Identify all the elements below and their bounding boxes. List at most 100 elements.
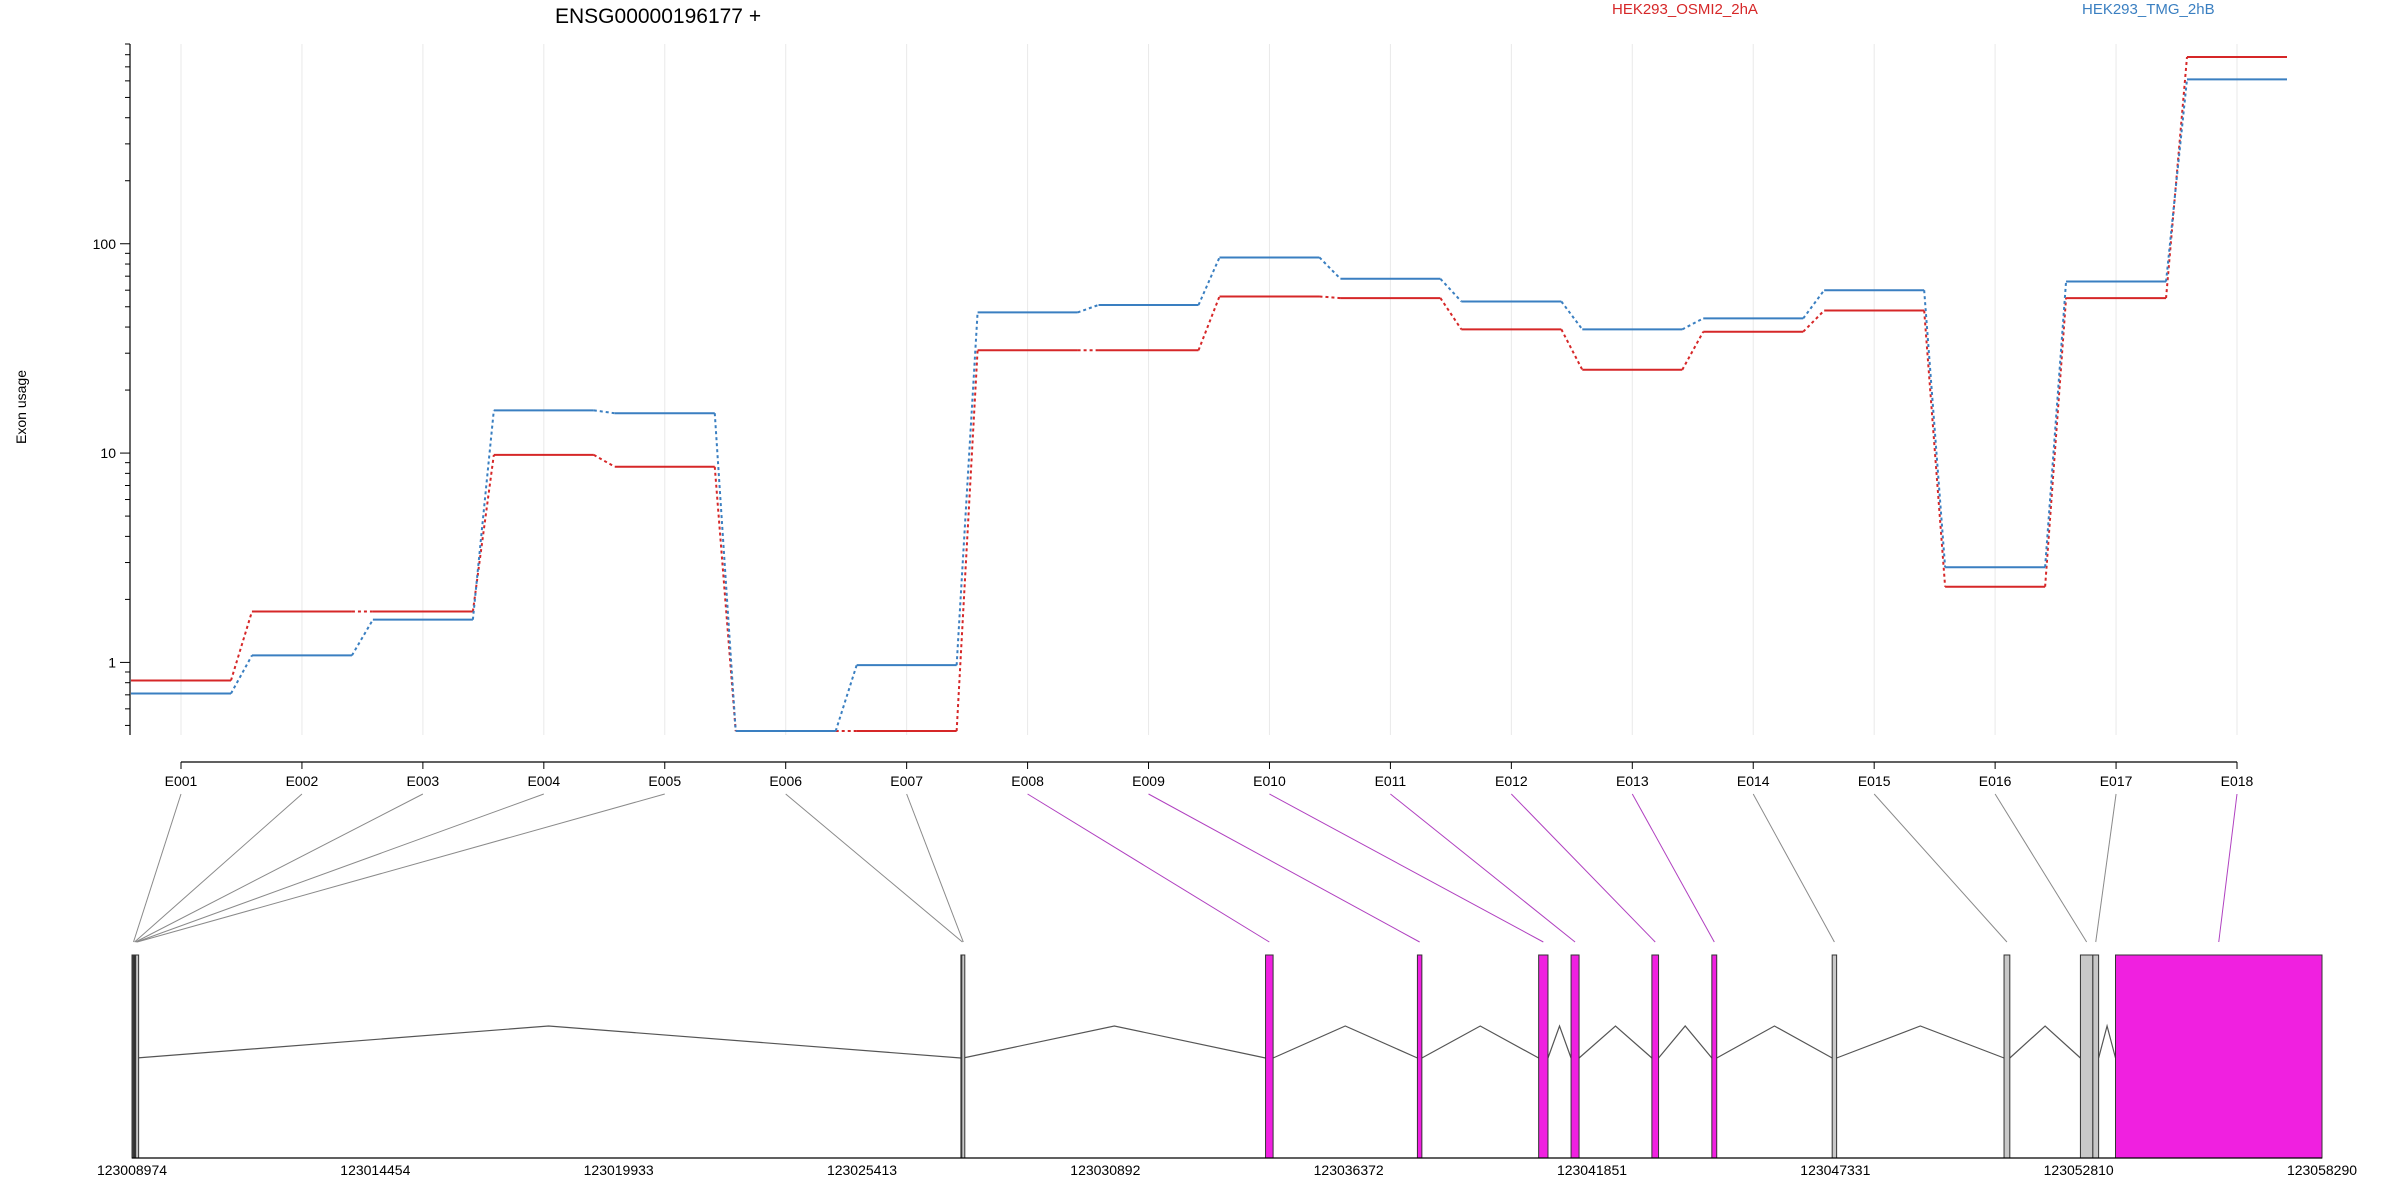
- series-0-connector: [1197, 296, 1221, 351]
- connector-e013: [1631, 793, 1715, 943]
- series-0-connector: [1802, 309, 1825, 333]
- legend-entry-series-0: HEK293_OSMI2_2hA: [1612, 1, 1758, 18]
- x-tick-label-e005: E005: [648, 773, 681, 789]
- connector-e003: [135, 793, 424, 943]
- exon-block-e017: [2092, 954, 2100, 1159]
- series-1-connector: [230, 654, 253, 695]
- x-tick-label-e002: E002: [286, 773, 319, 789]
- connector-e001: [133, 793, 182, 943]
- connector-e002: [134, 793, 303, 943]
- x-tick-label-e009: E009: [1132, 773, 1165, 789]
- intron-5: [1547, 1024, 1572, 1059]
- intron-7: [1658, 1025, 1713, 1059]
- y-tick-label: 100: [93, 236, 117, 252]
- connector-e005: [137, 793, 665, 943]
- series-1-connector: [1923, 290, 1947, 568]
- series-0-connector: [713, 466, 737, 732]
- connector-e016: [1994, 793, 2088, 943]
- x-tick-label-e003: E003: [407, 773, 440, 789]
- coordinate-label: 123047331: [1800, 1162, 1870, 1178]
- connector-e018: [2218, 793, 2238, 943]
- series-1-connector: [1439, 278, 1463, 303]
- exon-block-e005: [135, 954, 140, 1159]
- x-tick-label-e004: E004: [527, 773, 560, 789]
- vertical-grid: [180, 44, 2238, 735]
- y-axis: 1 10 100: [93, 43, 131, 735]
- coordinate-label: 123036372: [1314, 1162, 1384, 1178]
- intron-1: [136, 1025, 961, 1059]
- connector-e006: [785, 793, 963, 943]
- series-0-connector: [2044, 298, 2068, 587]
- connector-e007: [906, 793, 964, 943]
- x-tick-label-e008: E008: [1011, 773, 1044, 789]
- exon-block-e008: [1265, 954, 1274, 1159]
- series-0-connector: [1923, 310, 1947, 587]
- connector-e004: [136, 793, 544, 943]
- connector-e017: [2095, 793, 2117, 943]
- series-0-connector: [1560, 328, 1584, 371]
- connector-e011: [1390, 793, 1576, 943]
- series-1-line: [131, 78, 2287, 733]
- coordinate-label: 123014454: [340, 1162, 410, 1178]
- series-0-connector: [1319, 295, 1341, 300]
- y-tick-label: 10: [100, 445, 116, 461]
- series-1-connector: [2044, 281, 2068, 568]
- series-0-connector: [1681, 331, 1705, 371]
- exon-block-e012: [1651, 954, 1660, 1159]
- coordinate-label: 123058290: [2287, 1162, 2357, 1178]
- connector-e008: [1027, 793, 1270, 943]
- coordinate-label: 123052810: [2044, 1162, 2114, 1178]
- x-tick-label-e015: E015: [1858, 773, 1891, 789]
- series-1-connector: [471, 410, 495, 620]
- series-0-connector: [1439, 297, 1463, 330]
- coordinate-label: 123041851: [1557, 1162, 1627, 1178]
- series-0-connector: [955, 350, 979, 732]
- series-0-line: [131, 56, 2287, 733]
- connector-e014: [1752, 793, 1835, 943]
- intron-9: [1836, 1025, 2005, 1059]
- coordinate-label: 123030892: [1070, 1162, 1140, 1178]
- series-1-connector: [834, 664, 858, 732]
- gene-model: 123008974 123014454 123019933 123025413 1230…: [97, 954, 2357, 1178]
- series-1-connector: [713, 413, 737, 732]
- series-1-connector: [351, 619, 374, 656]
- x-tick-label-e014: E014: [1737, 773, 1770, 789]
- exon-connectors: [133, 793, 2238, 943]
- y-axis-label: Exon usage: [13, 370, 29, 444]
- x-tick-label-e006: E006: [769, 773, 802, 789]
- chart-title: ENSG00000196177 +: [555, 5, 761, 28]
- x-axis: E001 E002 E003 E004 E005 E006 E007 E008 E009 E010…: [165, 761, 2254, 789]
- coordinate-label: 123025413: [827, 1162, 897, 1178]
- intron-8: [1716, 1025, 1833, 1059]
- x-tick-label-e007: E007: [890, 773, 923, 789]
- series-1-connector: [593, 409, 615, 415]
- intron-2: [963, 1025, 1266, 1059]
- x-tick-label-e001: E001: [165, 773, 198, 789]
- series-0-connector: [593, 454, 616, 468]
- x-tick-label-e017: E017: [2100, 773, 2133, 789]
- exon-block-e014: [1831, 954, 1838, 1159]
- series-1-connector: [1560, 300, 1584, 330]
- exon-block-e007: [961, 954, 966, 1159]
- connector-e009: [1148, 793, 1420, 943]
- series-1-connector: [1318, 256, 1342, 280]
- exon-block-e013: [1711, 954, 1718, 1159]
- exon-block-e016: [2079, 954, 2094, 1159]
- exon-block-e011: [1570, 954, 1580, 1159]
- legend-entry-series-1: HEK293_TMG_2hB: [2082, 1, 2215, 18]
- exon-block-e009: [1416, 954, 1423, 1159]
- x-tick-label-e018: E018: [2221, 773, 2254, 789]
- exon-block-e010: [1538, 954, 1549, 1159]
- x-tick-label-e012: E012: [1495, 773, 1528, 789]
- connector-e010: [1269, 793, 1544, 943]
- exon-block-e015: [2003, 954, 2011, 1159]
- intron-3: [1272, 1025, 1418, 1059]
- series-0-connector: [471, 454, 495, 612]
- intron-4: [1421, 1025, 1539, 1059]
- x-tick-label-e013: E013: [1616, 773, 1649, 789]
- series-1-connector: [1077, 304, 1099, 314]
- intron-10: [2009, 1025, 2081, 1059]
- exon-block-e018: [2115, 954, 2323, 1159]
- series-1-connector: [1681, 317, 1704, 331]
